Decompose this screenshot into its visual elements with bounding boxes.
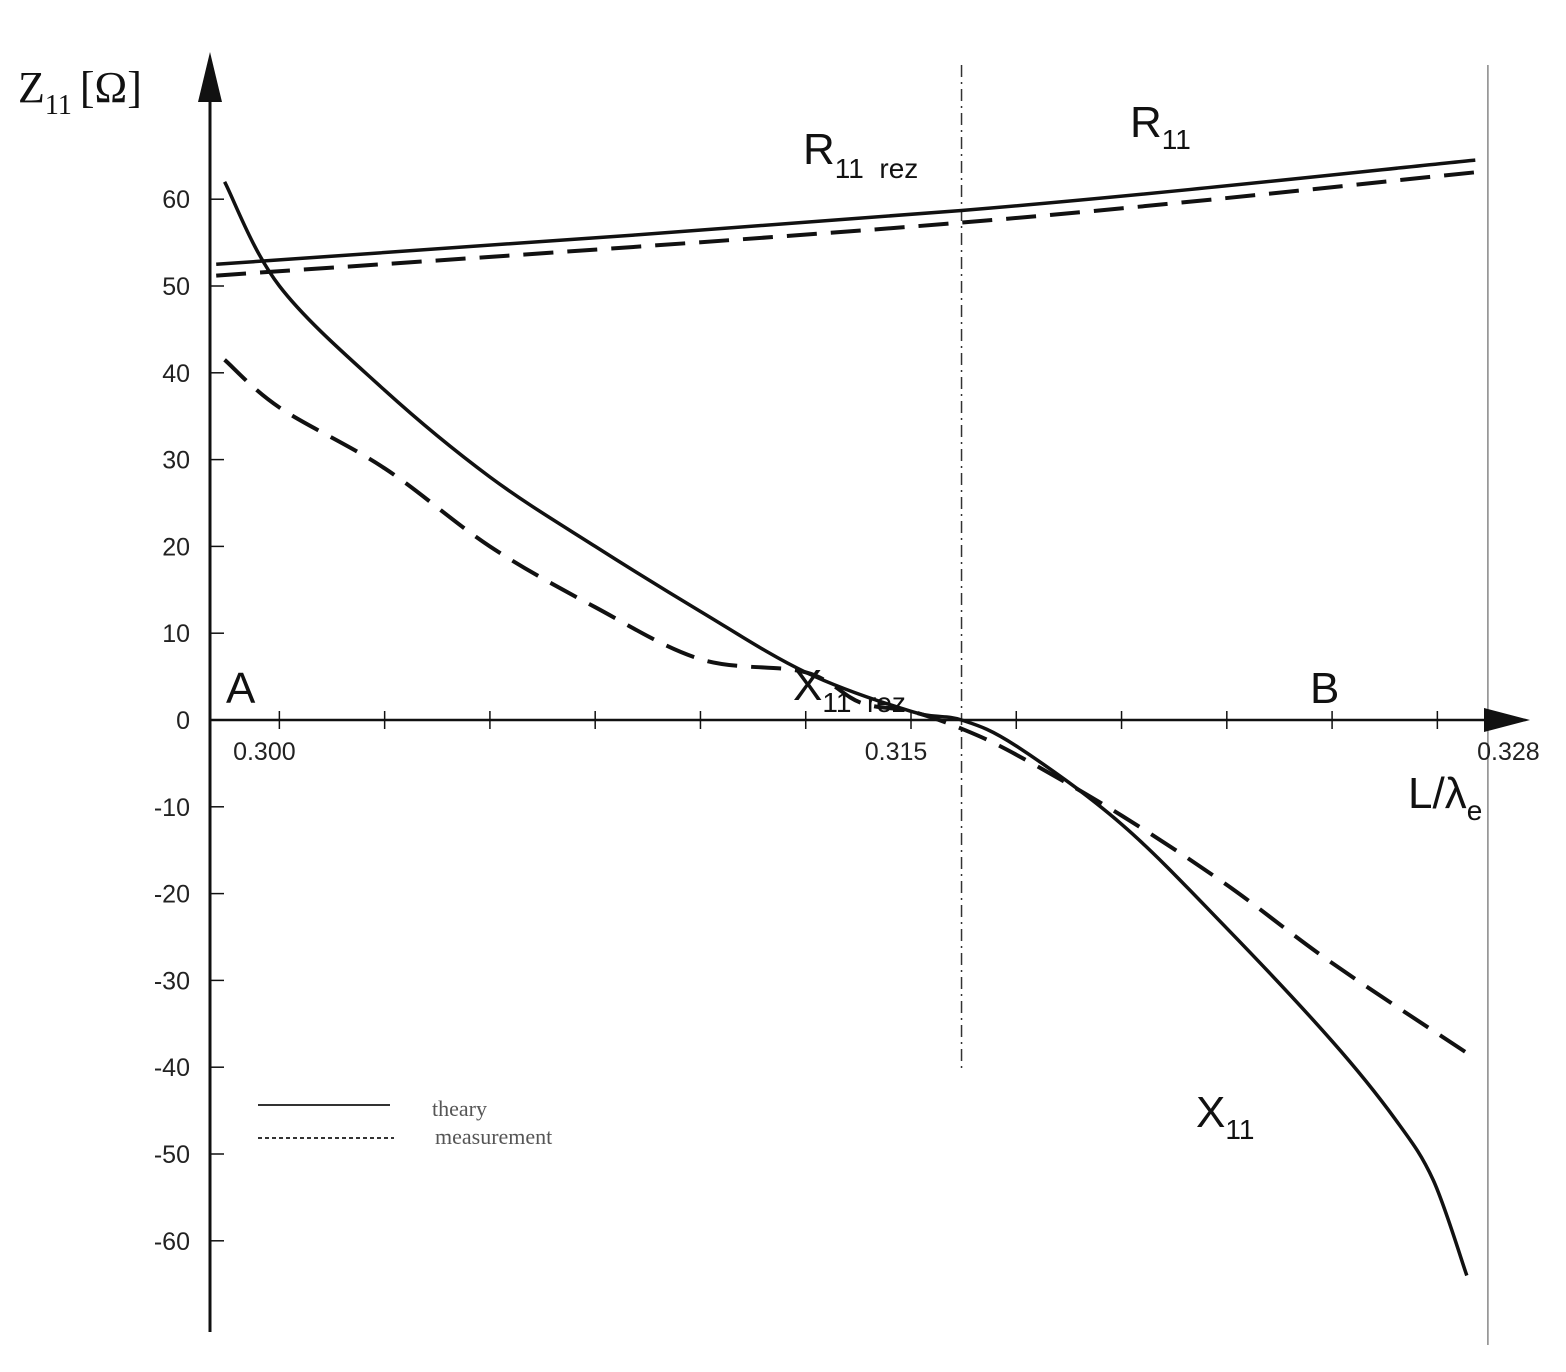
y-tick-label: 40 [162, 360, 190, 388]
axes [198, 52, 1530, 1332]
y-axis-arrow [198, 52, 222, 102]
series-line-x11-measurement [223, 358, 1477, 1061]
series-line-r11-measurement [216, 170, 1476, 278]
x-axis-title: L/λe [1408, 769, 1482, 826]
y-tick-label: -60 [154, 1228, 190, 1256]
x-tick-label: 0.328 [1477, 738, 1540, 766]
reference-lines [960, 65, 1489, 1345]
y-ticks: -60 -50 -40 -30 -20 -10 0 10 20 30 40 50 60 [154, 186, 224, 1256]
y-tick-label: 10 [162, 620, 190, 648]
point-b-label: B [1310, 664, 1339, 713]
y-tick-label: 30 [162, 447, 190, 475]
y-tick-label: -20 [154, 881, 190, 909]
y-axis-title: Z11 [Ω] [18, 63, 142, 121]
x-axis-arrow [1484, 708, 1530, 732]
x-tick-label: 0.300 [233, 738, 296, 766]
x-tick-label: 0.315 [865, 738, 928, 766]
x11-label: X11 [1196, 1088, 1254, 1145]
y-tick-label: 50 [162, 273, 190, 301]
r11-label: R11 [1130, 98, 1191, 155]
legend-label-measurement: measurement [435, 1124, 552, 1149]
y-tick-label: 0 [176, 707, 190, 735]
y-tick-label: 20 [162, 533, 190, 561]
y-tick-label: -30 [154, 967, 190, 995]
series-layer [216, 158, 1477, 1277]
y-tick-label: 60 [162, 186, 190, 214]
y-tick-label: -40 [154, 1054, 190, 1082]
x-ticks: 0.300 0.315 0.328 [233, 711, 1540, 766]
legend-label-theory: theary [432, 1096, 487, 1121]
x11-rez-label: X11 rez [793, 661, 906, 718]
point-b-marker [1484, 716, 1492, 724]
y-tick-label: -10 [154, 794, 190, 822]
series-line-r11-theory [216, 158, 1476, 267]
point-a-label: A [226, 664, 256, 713]
r11-rez-label: R11 rez [803, 125, 918, 184]
y-tick-label: -50 [154, 1141, 190, 1169]
legend: theary measurement [258, 1096, 552, 1149]
